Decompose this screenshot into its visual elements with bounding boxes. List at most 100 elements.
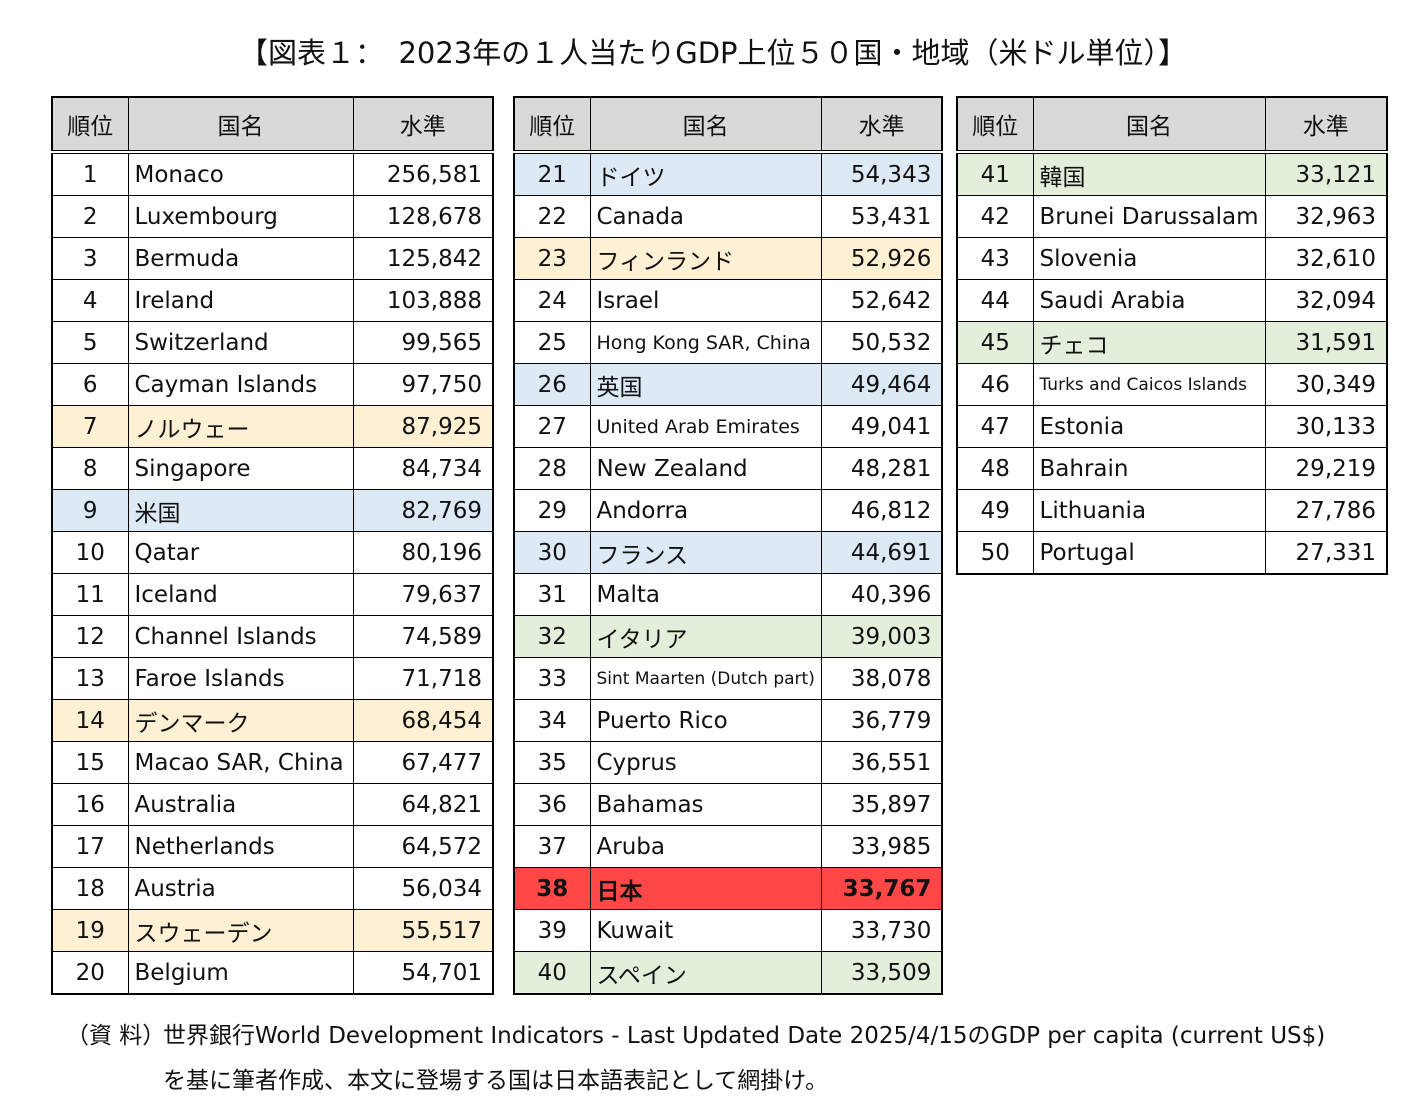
name-cell: Faroe Islands (127, 657, 354, 700)
name-cell: ドイツ (589, 151, 822, 196)
value-cell: 128,678 (352, 195, 494, 238)
table-row: 9 米国 82,769 (51, 489, 494, 532)
table-row: 14 デンマーク 68,454 (51, 699, 494, 742)
rank-cell: 39 (513, 909, 591, 952)
table-row: 10 Qatar 80,196 (51, 531, 494, 574)
table-row: 2 Luxembourg 128,678 (51, 195, 494, 238)
rank-cell: 48 (956, 447, 1034, 490)
value-cell: 80,196 (352, 531, 494, 574)
rank-cell: 49 (956, 489, 1034, 532)
table-row: 30 フランス 44,691 (513, 531, 943, 574)
value-cell: 52,926 (820, 237, 943, 280)
name-cell: Switzerland (127, 321, 354, 364)
name-cell: Iceland (127, 573, 354, 616)
value-cell: 38,078 (820, 657, 943, 700)
name-cell: Channel Islands (127, 615, 354, 658)
table-row: 42 Brunei Darussalam 32,963 (956, 195, 1388, 238)
rank-cell: 42 (956, 195, 1034, 238)
ranking-table: 順位 国名 水準 1 Monaco 256,581 2 Luxembourg 128,678 3 B… (51, 96, 494, 995)
value-cell: 30,349 (1264, 363, 1388, 406)
column-header: 水準 (820, 96, 943, 154)
value-cell: 36,551 (820, 741, 943, 784)
name-cell: Singapore (127, 447, 354, 490)
name-cell: Andorra (589, 489, 822, 532)
name-cell: Belgium (127, 951, 354, 995)
column-header: 国名 (589, 96, 822, 154)
header-row: 順位 国名 水準 (513, 96, 943, 154)
rank-cell: 38 (513, 867, 591, 910)
name-cell: Cyprus (589, 741, 822, 784)
name-cell: Netherlands (127, 825, 354, 868)
rank-cell: 31 (513, 573, 591, 616)
column-header: 順位 (956, 96, 1034, 154)
table-row: 5 Switzerland 99,565 (51, 321, 494, 364)
table-row: 35 Cyprus 36,551 (513, 741, 943, 784)
value-cell: 103,888 (352, 279, 494, 322)
value-cell: 27,786 (1264, 489, 1388, 532)
value-cell: 33,509 (820, 951, 943, 995)
name-cell: ノルウェー (127, 405, 354, 448)
table-row: 48 Bahrain 29,219 (956, 447, 1388, 490)
name-cell: Ireland (127, 279, 354, 322)
table-row: 12 Channel Islands 74,589 (51, 615, 494, 658)
rank-cell: 33 (513, 657, 591, 700)
value-cell: 71,718 (352, 657, 494, 700)
value-cell: 32,963 (1264, 195, 1388, 238)
name-cell: Bahrain (1032, 447, 1266, 490)
value-cell: 33,767 (820, 867, 943, 910)
name-cell: Israel (589, 279, 822, 322)
rank-cell: 26 (513, 363, 591, 406)
table-row: 44 Saudi Arabia 32,094 (956, 279, 1388, 322)
name-cell: Slovenia (1032, 237, 1266, 280)
name-cell: Portugal (1032, 531, 1266, 575)
table-row: 19 スウェーデン 55,517 (51, 909, 494, 952)
value-cell: 33,985 (820, 825, 943, 868)
table-row: 16 Australia 64,821 (51, 783, 494, 826)
name-cell: Australia (127, 783, 354, 826)
name-cell: Malta (589, 573, 822, 616)
name-cell: デンマーク (127, 699, 354, 742)
ranking-table: 順位 国名 水準 21 ドイツ 54,343 22 Canada 53,431 23 フィンランド 5… (513, 96, 944, 995)
name-cell: Aruba (589, 825, 822, 868)
value-cell: 49,041 (820, 405, 943, 448)
table-row: 39 Kuwait 33,730 (513, 909, 943, 952)
table-row: 28 New Zealand 48,281 (513, 447, 943, 490)
value-cell: 64,821 (352, 783, 494, 826)
table-row: 23 フィンランド 52,926 (513, 237, 943, 280)
rank-cell: 20 (51, 951, 129, 995)
name-cell: Canada (589, 195, 822, 238)
rank-cell: 16 (51, 783, 129, 826)
name-cell: Luxembourg (127, 195, 354, 238)
rank-cell: 47 (956, 405, 1034, 448)
value-cell: 33,121 (1264, 151, 1388, 196)
ranking-table: 順位 国名 水準 41 韓国 33,121 42 Brunei Darussalam 32,96… (956, 96, 1389, 575)
table-row: 50 Portugal 27,331 (956, 531, 1388, 575)
table-row: 32 イタリア 39,003 (513, 615, 943, 658)
name-cell: 韓国 (1032, 151, 1266, 196)
rank-cell: 1 (51, 151, 129, 196)
rank-cell: 13 (51, 657, 129, 700)
header-row: 順位 国名 水準 (956, 96, 1388, 154)
name-cell: Bermuda (127, 237, 354, 280)
name-cell: Cayman Islands (127, 363, 354, 406)
rank-cell: 11 (51, 573, 129, 616)
rank-cell: 29 (513, 489, 591, 532)
table-row: 24 Israel 52,642 (513, 279, 943, 322)
note-line: を基に筆者作成、本文に登場する国は日本語表記として網掛け。 (163, 1068, 829, 1094)
value-cell: 36,779 (820, 699, 943, 742)
table-row: 43 Slovenia 32,610 (956, 237, 1388, 280)
rank-cell: 6 (51, 363, 129, 406)
name-cell: イタリア (589, 615, 822, 658)
name-cell: Qatar (127, 531, 354, 574)
header-row: 順位 国名 水準 (51, 96, 494, 154)
name-cell: 日本 (589, 867, 822, 910)
table-row: 37 Aruba 33,985 (513, 825, 943, 868)
table-row: 8 Singapore 84,734 (51, 447, 494, 490)
column-header: 水準 (352, 96, 494, 154)
rank-cell: 40 (513, 951, 591, 995)
rank-cell: 4 (51, 279, 129, 322)
rank-cell: 12 (51, 615, 129, 658)
rank-cell: 24 (513, 279, 591, 322)
table-row: 26 英国 49,464 (513, 363, 943, 406)
rank-cell: 9 (51, 489, 129, 532)
